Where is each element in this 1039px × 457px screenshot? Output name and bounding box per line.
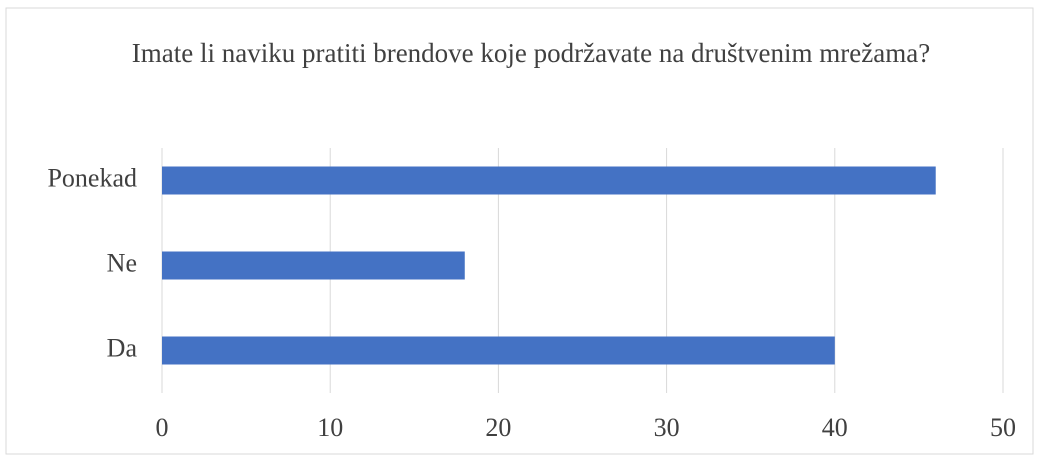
y-tick-label: Da <box>107 333 138 362</box>
x-tick-label: 40 <box>822 413 848 442</box>
x-tick-label: 30 <box>654 413 680 442</box>
bar <box>162 336 835 365</box>
bar <box>162 251 465 280</box>
bar <box>162 166 936 195</box>
chart-border <box>5 7 1034 455</box>
x-tick-label: 20 <box>485 413 511 442</box>
x-tick-label: 50 <box>990 413 1016 442</box>
x-tick-label: 10 <box>317 413 343 442</box>
y-tick-label: Ne <box>107 248 137 277</box>
chart-title: Imate li naviku pratiti brendove koje po… <box>131 38 931 68</box>
x-tick-label: 0 <box>156 413 169 442</box>
y-tick-label: Ponekad <box>47 163 137 192</box>
